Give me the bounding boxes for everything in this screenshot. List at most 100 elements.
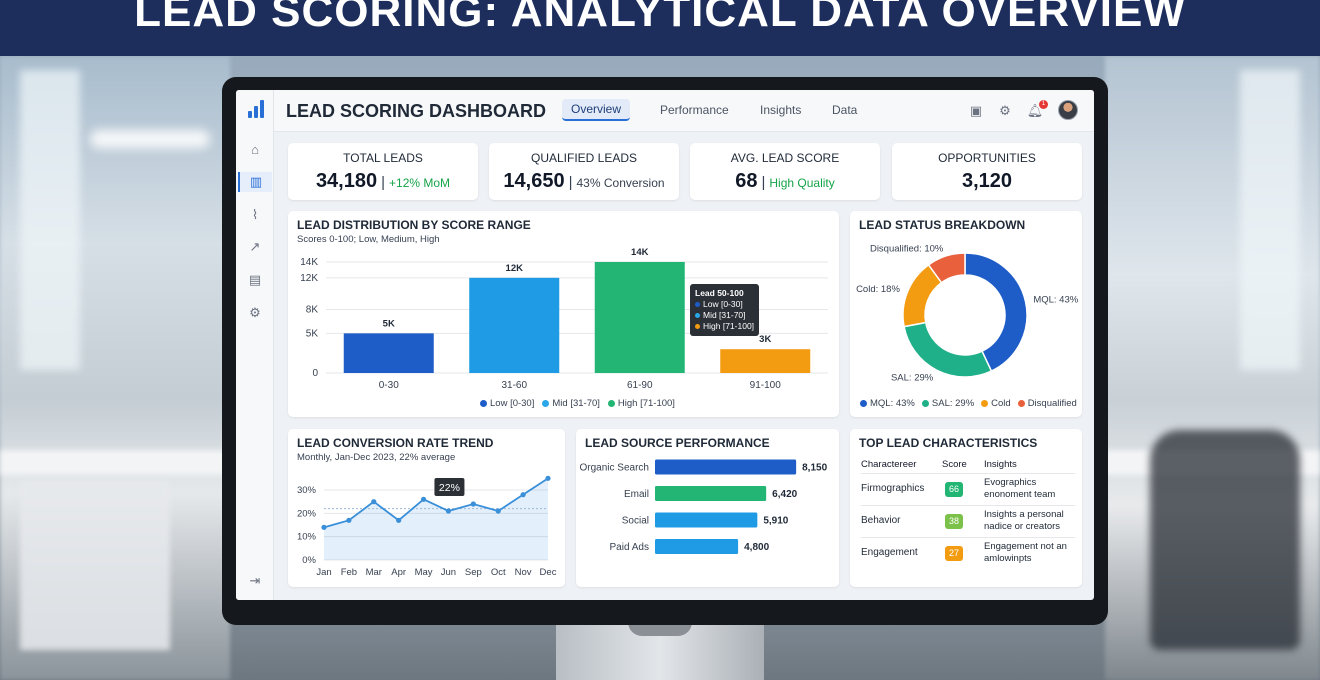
y-tick-label: 30% <box>297 485 317 496</box>
kpi-label: OPPORTUNITIES <box>938 151 1036 165</box>
settings-icon[interactable]: ⚙ <box>999 103 1011 118</box>
trend-title: LEAD CONVERSION RATE TREND <box>297 436 494 450</box>
kpi-label: TOTAL LEADS <box>343 151 423 165</box>
kpi-sub: High Quality <box>769 176 835 190</box>
table-header: Insights <box>984 459 1017 470</box>
donut-slice <box>964 252 1028 373</box>
bar-value-label: 12K <box>506 263 524 274</box>
x-tick-label: Nov <box>515 567 532 578</box>
status-donut-chart: MQL: 43% SAL: 29% Cold: 18% Disqualified: 1… <box>856 243 1079 383</box>
calendar-icon[interactable]: ▣ <box>969 103 983 118</box>
kpi-value: 34,180 <box>315 170 378 192</box>
kpi-value: 3,120 <box>961 170 1013 192</box>
legend-item: Disqualified <box>1017 398 1077 409</box>
table-header: Charactereer <box>861 459 917 470</box>
kpi-label: QUALIFIED LEADS <box>530 151 638 165</box>
distribution-bar-chart: 0 5K 8K 12K 14K 5K 0-30 12K 31-60 14K 61-90 3K 91-10… <box>300 247 828 391</box>
y-tick-label: 14K <box>300 257 318 268</box>
data-point <box>396 517 402 523</box>
source-title: LEAD SOURCE PERFORMANCE <box>585 436 770 450</box>
dashboard-screen: ⌂ ▥ ⌇ ↗ ▤ ⚙ ⇥ LEAD SCORING DASHBOARD Ove… <box>236 90 1094 600</box>
tab-data[interactable]: Data <box>832 103 858 117</box>
tab-overview[interactable]: Overview <box>562 99 631 121</box>
gear-icon[interactable]: ⚙ <box>249 305 261 320</box>
bar <box>655 459 797 475</box>
background-cabinet <box>20 480 170 650</box>
chart-tooltip: Lead 50-100 Low [0-30] Mid [31-70] High … <box>690 284 760 336</box>
tooltip-dot <box>695 324 700 329</box>
background-window <box>1240 70 1300 370</box>
data-point <box>420 496 427 502</box>
x-tick-label: Apr <box>391 567 406 578</box>
row-score-badge: 66 <box>945 482 963 497</box>
kpi-sub: +12% MoM <box>389 176 451 190</box>
data-point <box>495 508 501 514</box>
distribution-legend: Low [0-30] Mid [31-70] High [71-100] <box>480 398 675 409</box>
characteristics-card: TOP LEAD CHARACTERISTICS Charactereer Sc… <box>850 429 1082 587</box>
bar <box>343 333 434 373</box>
legend-item: Cold <box>981 398 1011 409</box>
kpi-label: AVG. LEAD SCORE <box>730 151 840 165</box>
source-card: LEAD SOURCE PERFORMANCE Organic Search 8,… <box>576 429 839 587</box>
banner-title: LEAD SCORING: ANALYTICAL DATA OVERVIEW <box>134 0 1186 36</box>
callout-box <box>434 478 465 496</box>
row-score-badge: 38 <box>945 514 963 529</box>
data-point <box>346 517 352 523</box>
donut-slice-label: Cold: 18% <box>856 284 900 295</box>
row-insight: Engagement not an amlowinpts <box>984 541 1067 564</box>
row-name: Engagement <box>861 547 918 558</box>
series-line <box>323 477 549 529</box>
table-row: Behavior 38 Insights a personal nadice o… <box>861 505 1075 537</box>
tab-performance[interactable]: Performance <box>660 103 729 117</box>
tab-insights[interactable]: Insights <box>760 103 802 117</box>
top-bar: LEAD SCORING DASHBOARD Overview Performa… <box>274 90 1094 132</box>
avatar[interactable] <box>1058 100 1078 120</box>
donut-slice <box>903 321 993 378</box>
bar <box>655 486 767 501</box>
kpi-card-opportunities: OPPORTUNITIES 3,120 <box>892 143 1082 200</box>
data-point <box>470 501 476 507</box>
trend-card: LEAD CONVERSION RATE TREND Monthly, Jan-… <box>288 429 565 587</box>
status-legend: MQL: 43% SAL: 29% Cold Disqualified <box>860 398 1077 409</box>
tooltip-item: Mid [31-70] <box>703 310 746 320</box>
table-row: Firmographics 66 Evographics enonoment t… <box>861 473 1075 505</box>
kpi-value: 68 <box>735 170 758 192</box>
x-tick-label: Feb <box>341 567 357 578</box>
bar-chart-icon[interactable]: ▥ <box>238 172 272 192</box>
notification-badge: 1 <box>1039 100 1048 109</box>
background-chair <box>1150 430 1300 650</box>
dashboard-title: LEAD SCORING DASHBOARD <box>286 101 547 121</box>
background-desk <box>0 450 230 475</box>
y-tick-label: 12K <box>300 273 318 284</box>
distribution-subtitle: Scores 0-100; Low, Medium, High <box>297 234 440 245</box>
y-tick-label: 0% <box>302 555 316 566</box>
kpi-card-avg-lead-score: AVG. LEAD SCORE 68 | High Quality <box>690 143 880 200</box>
activity-icon[interactable]: ⌇ <box>251 207 259 222</box>
table-row: Engagement 27 Engagement not an amlowinp… <box>861 537 1075 569</box>
home-icon[interactable]: ⌂ <box>251 142 259 157</box>
tooltip-dot <box>695 302 700 307</box>
document-icon[interactable]: ▤ <box>248 272 262 287</box>
donut-slice-label: Disqualified: 10% <box>870 243 944 254</box>
y-tick-label: 0 <box>312 368 318 379</box>
bar <box>655 512 758 528</box>
kpi-card-qualified-leads: QUALIFIED LEADS 14,650 | 43% Conversion <box>489 143 679 200</box>
tooltip-item: Low [0-30] <box>703 299 743 309</box>
bar-value-label: 5K <box>383 318 395 329</box>
trend-icon[interactable]: ↗ <box>249 239 261 254</box>
x-tick-label: 0-30 <box>379 380 399 391</box>
bar-value-label: 8,150 <box>802 463 827 474</box>
x-tick-label: Dec <box>540 567 557 578</box>
y-tick-label: 8K <box>306 305 319 316</box>
y-category-label: Social <box>622 516 649 527</box>
donut-slice <box>927 252 966 284</box>
data-point <box>321 524 327 530</box>
x-tick-label: 61-90 <box>627 380 653 391</box>
legend-item: SAL: 29% <box>921 398 974 409</box>
characteristics-title: TOP LEAD CHARACTERISTICS <box>859 436 1038 450</box>
row-name: Firmographics <box>861 483 925 494</box>
legend-item: Mid [31-70] <box>542 398 600 409</box>
status-card: LEAD STATUS BREAKDOWN MQL: 43% SAL: 29% Co… <box>850 211 1082 417</box>
trend-subtitle: Monthly, Jan-Dec 2023, 22% average <box>297 452 456 463</box>
logout-icon[interactable]: ⇥ <box>249 573 261 588</box>
